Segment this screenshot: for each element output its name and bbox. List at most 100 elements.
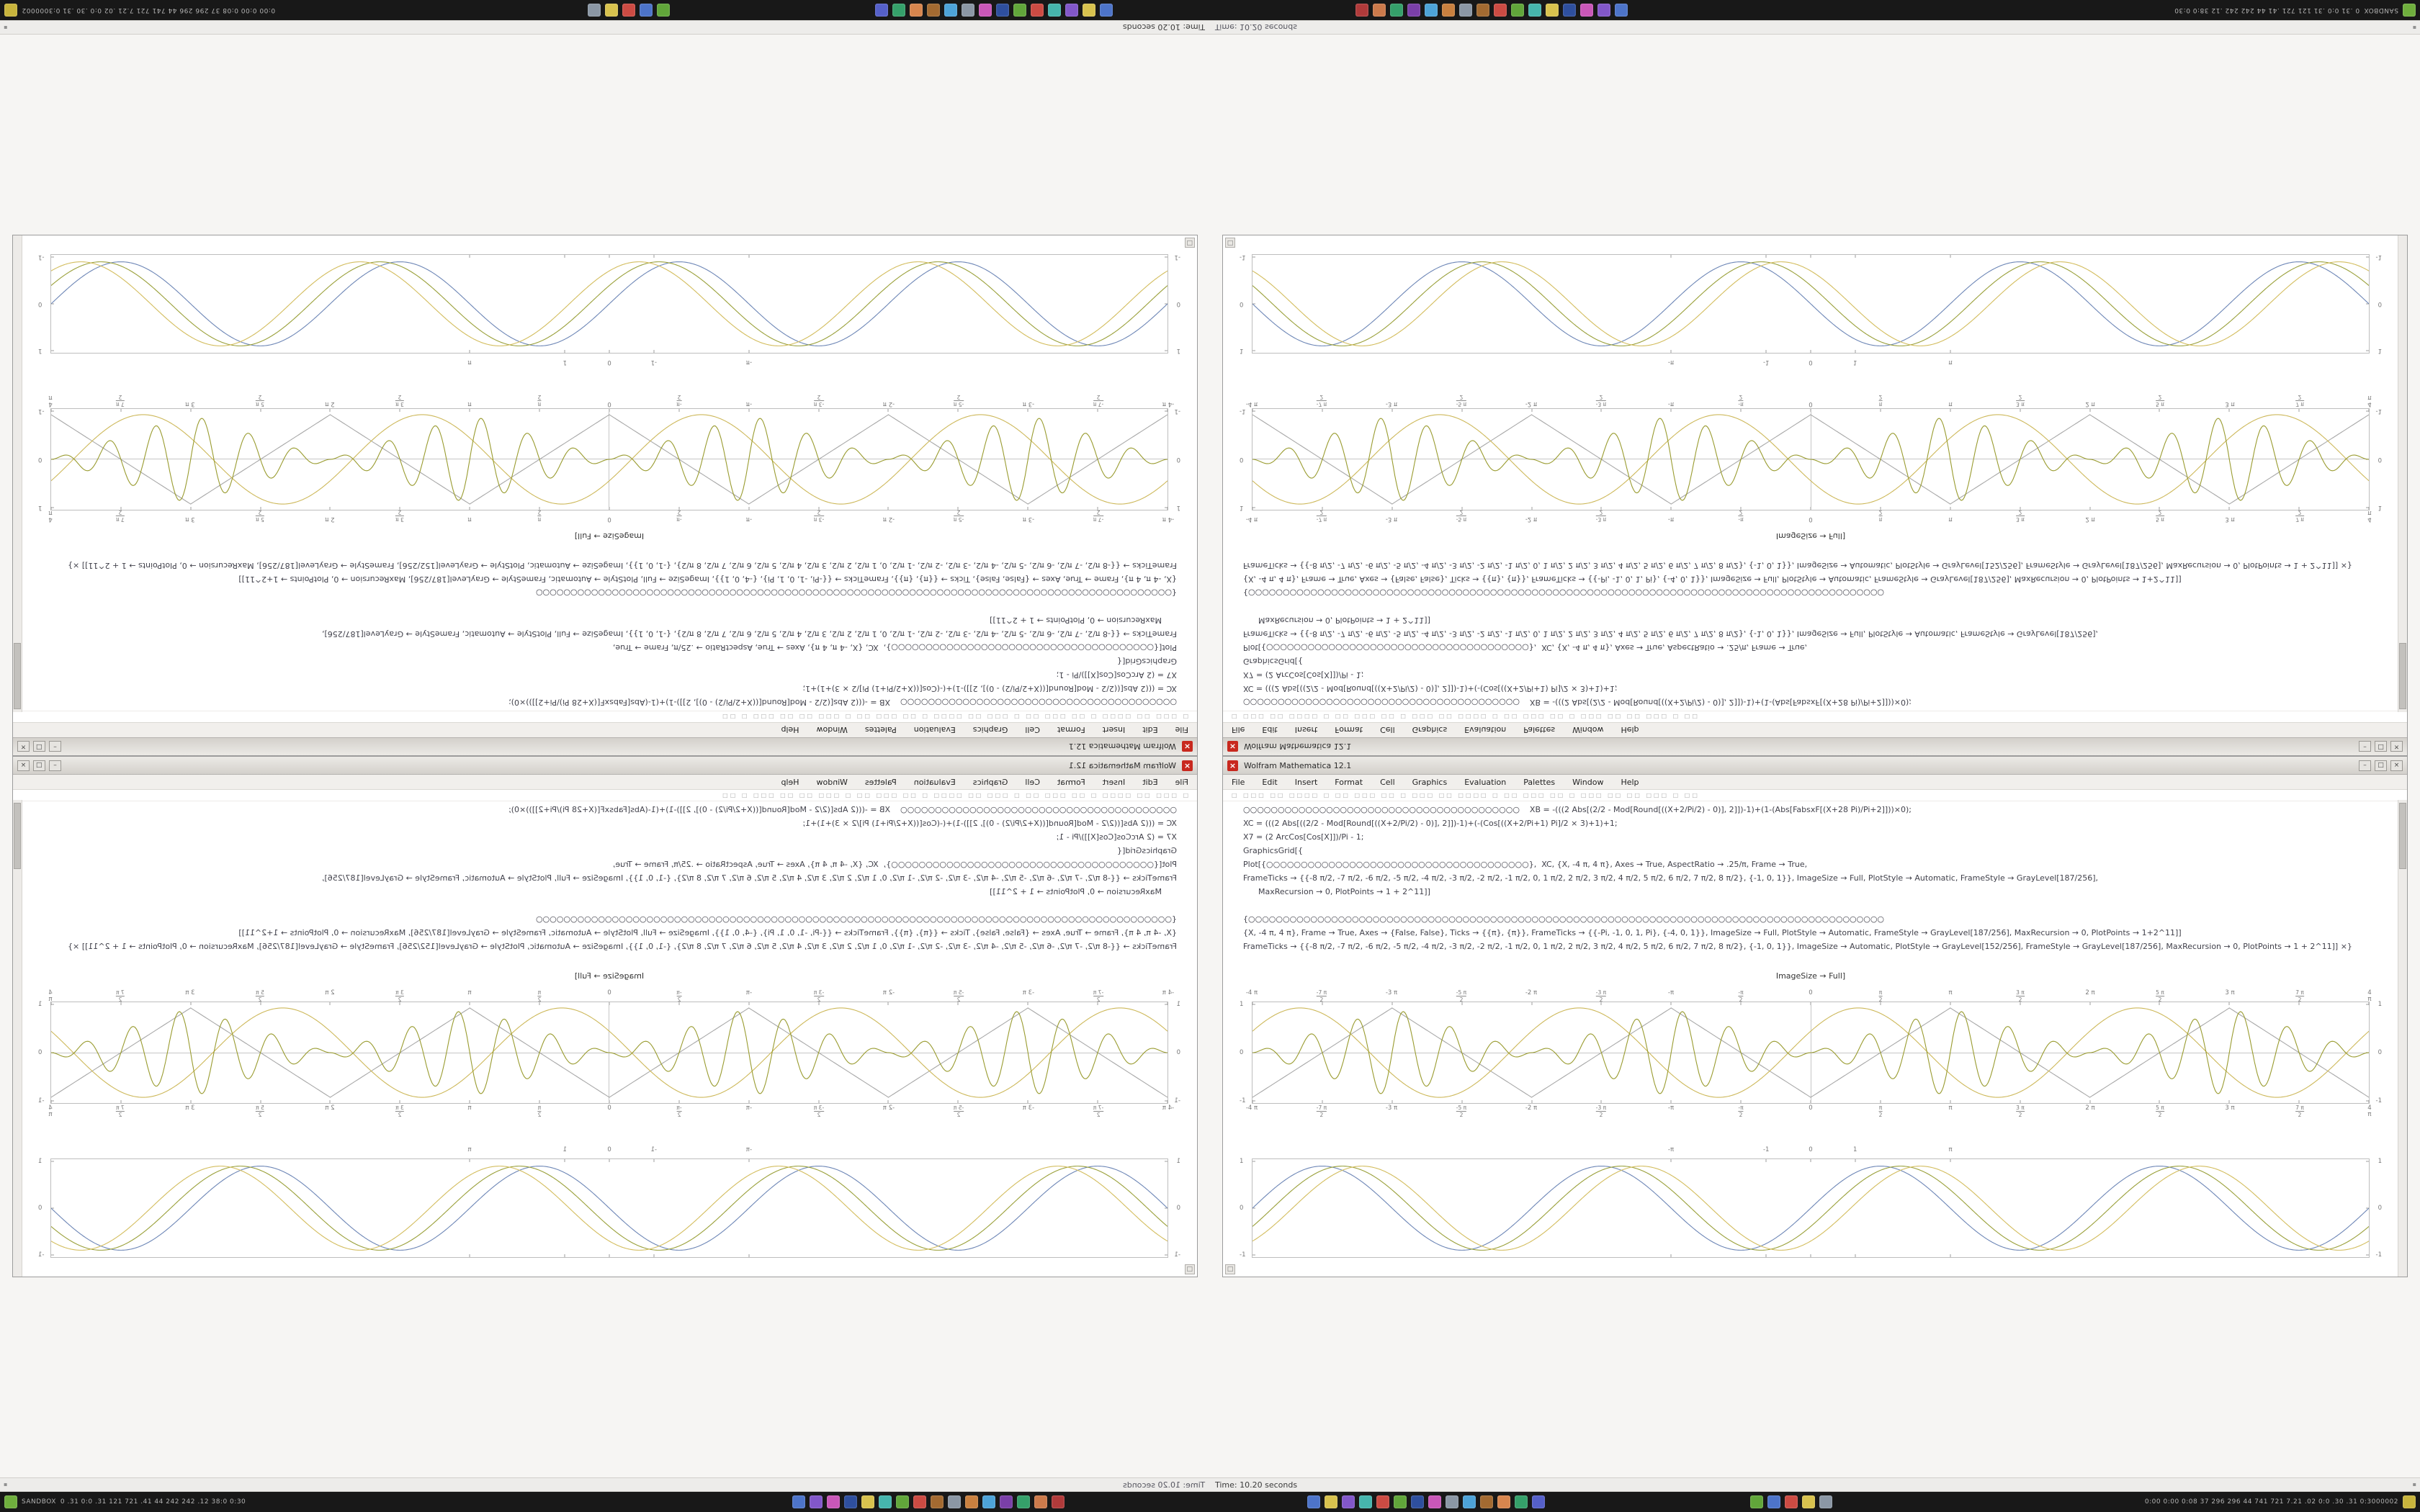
menu-item-edit[interactable]: Edit [1142,778,1157,787]
taskbar-app-icon[interactable] [605,4,618,17]
menu-item-file[interactable]: File [1175,726,1188,735]
window-corner-widget[interactable]: □ [1185,238,1195,248]
taskbar-app-icon[interactable] [1390,4,1403,17]
taskbar-app-icon[interactable] [1476,4,1489,17]
window-corner-widget[interactable]: □ [1225,238,1235,248]
menu-item-edit[interactable]: Edit [1262,778,1277,787]
taskbar-app-icon[interactable] [1000,1495,1013,1508]
menu-item-file[interactable]: File [1232,778,1245,787]
taskbar-app-icon[interactable] [792,1495,805,1508]
taskbar-app-icon[interactable] [1767,1495,1780,1508]
taskbar-app-icon[interactable] [1100,4,1113,17]
taskbar-app-icon[interactable] [1459,4,1472,17]
taskbar-app-icon[interactable] [827,1495,840,1508]
taskbar-app-icon[interactable] [1034,1495,1047,1508]
taskbar-app-icon[interactable] [1411,1495,1424,1508]
menu-item-evaluation[interactable]: Evaluation [1464,778,1506,787]
taskbar-app-icon[interactable] [1546,4,1559,17]
maximize-button[interactable]: □ [33,760,45,771]
minimize-button[interactable]: – [2359,760,2371,771]
menu-item-evaluation[interactable]: Evaluation [914,726,956,735]
menu-item-palettes[interactable]: Palettes [865,726,897,735]
menu-item-edit[interactable]: Edit [1142,726,1157,735]
menu-item-window[interactable]: Window [817,726,848,735]
taskbar-app-icon[interactable] [1494,4,1507,17]
window-corner-widget[interactable]: □ [1185,1264,1195,1274]
sandbox-icon[interactable] [4,1495,17,1508]
taskbar-app-icon[interactable] [810,1495,823,1508]
maximize-button[interactable]: □ [2375,742,2387,752]
taskbar-app-icon[interactable] [1359,1495,1372,1508]
close-button[interactable]: × [17,760,30,771]
menu-item-palettes[interactable]: Palettes [1523,778,1555,787]
taskbar-app-icon[interactable] [1785,1495,1798,1508]
taskbar-app-icon[interactable] [1532,1495,1545,1508]
taskbar-app-icon[interactable] [1463,1495,1476,1508]
maximize-button[interactable]: □ [33,742,45,752]
sandbox-icon[interactable] [2403,4,2416,17]
taskbar-app-icon[interactable] [1065,4,1078,17]
taskbar-app-icon[interactable] [896,1495,909,1508]
menu-item-file[interactable]: File [1232,726,1245,735]
maximize-button[interactable]: □ [2375,760,2387,771]
taskbar-app-icon[interactable] [982,1495,995,1508]
scrollbar-thumb[interactable] [2399,803,2406,869]
taskbar-app-icon[interactable] [588,4,601,17]
menu-item-palettes[interactable]: Palettes [1523,726,1555,735]
menu-item-insert[interactable]: Insert [1103,778,1126,787]
taskbar-app-icon[interactable] [657,4,670,17]
taskbar-app-icon[interactable] [927,4,940,17]
taskbar-app-icon[interactable] [1048,4,1061,17]
taskbar-app-icon[interactable] [1528,4,1541,17]
menu-item-help[interactable]: Help [1621,726,1639,735]
abort-icon[interactable]: × [1227,742,1238,752]
taskbar-app-icon[interactable] [1373,4,1386,17]
taskbar-app-icon[interactable] [1819,1495,1832,1508]
menu-item-graphics[interactable]: Graphics [973,778,1008,787]
taskbar-app-icon[interactable] [962,4,974,17]
taskbar-app-icon[interactable] [979,4,992,17]
taskbar-app-icon[interactable] [640,4,653,17]
menu-item-evaluation[interactable]: Evaluation [1464,726,1506,735]
menu-item-help[interactable]: Help [1621,778,1639,787]
menu-item-window[interactable]: Window [1572,726,1603,735]
menu-item-insert[interactable]: Insert [1295,726,1318,735]
menu-item-cell[interactable]: Cell [1025,726,1040,735]
menu-item-graphics[interactable]: Graphics [1412,726,1448,735]
scrollbar[interactable] [2398,800,2407,1277]
taskbar-app-icon[interactable] [965,1495,978,1508]
taskbar-app-icon[interactable] [948,1495,961,1508]
taskbar-app-icon[interactable] [1563,4,1576,17]
taskbar-app-icon[interactable] [1342,1495,1355,1508]
taskbar-app-icon[interactable] [1017,1495,1030,1508]
taskbar-app-icon[interactable] [1802,1495,1815,1508]
close-button[interactable]: × [2390,760,2403,771]
taskbar-app-icon[interactable] [944,4,957,17]
tray-icon[interactable] [4,4,17,17]
taskbar-app-icon[interactable] [996,4,1009,17]
taskbar-app-icon[interactable] [1376,1495,1389,1508]
taskbar-app-icon[interactable] [1480,1495,1493,1508]
menu-item-window[interactable]: Window [817,778,848,787]
close-button[interactable]: × [2390,742,2403,752]
abort-icon[interactable]: × [1182,742,1193,752]
taskbar-app-icon[interactable] [1407,4,1420,17]
menu-item-cell[interactable]: Cell [1380,726,1395,735]
menu-item-format[interactable]: Format [1335,778,1363,787]
taskbar-app-icon[interactable] [1497,1495,1510,1508]
minimize-button[interactable]: – [2359,742,2371,752]
scrollbar[interactable] [13,800,22,1277]
taskbar-app-icon[interactable] [913,1495,926,1508]
menu-item-format[interactable]: Format [1057,778,1085,787]
taskbar-app-icon[interactable] [910,4,923,17]
menu-item-cell[interactable]: Cell [1025,778,1040,787]
taskbar-app-icon[interactable] [1750,1495,1763,1508]
taskbar-app-icon[interactable] [1031,4,1044,17]
menu-item-edit[interactable]: Edit [1262,726,1277,735]
tray-icon[interactable] [2403,1495,2416,1508]
taskbar-app-icon[interactable] [1580,4,1593,17]
taskbar-app-icon[interactable] [1052,1495,1065,1508]
menu-item-insert[interactable]: Insert [1295,778,1318,787]
close-button[interactable]: × [17,742,30,752]
taskbar-app-icon[interactable] [1428,1495,1441,1508]
